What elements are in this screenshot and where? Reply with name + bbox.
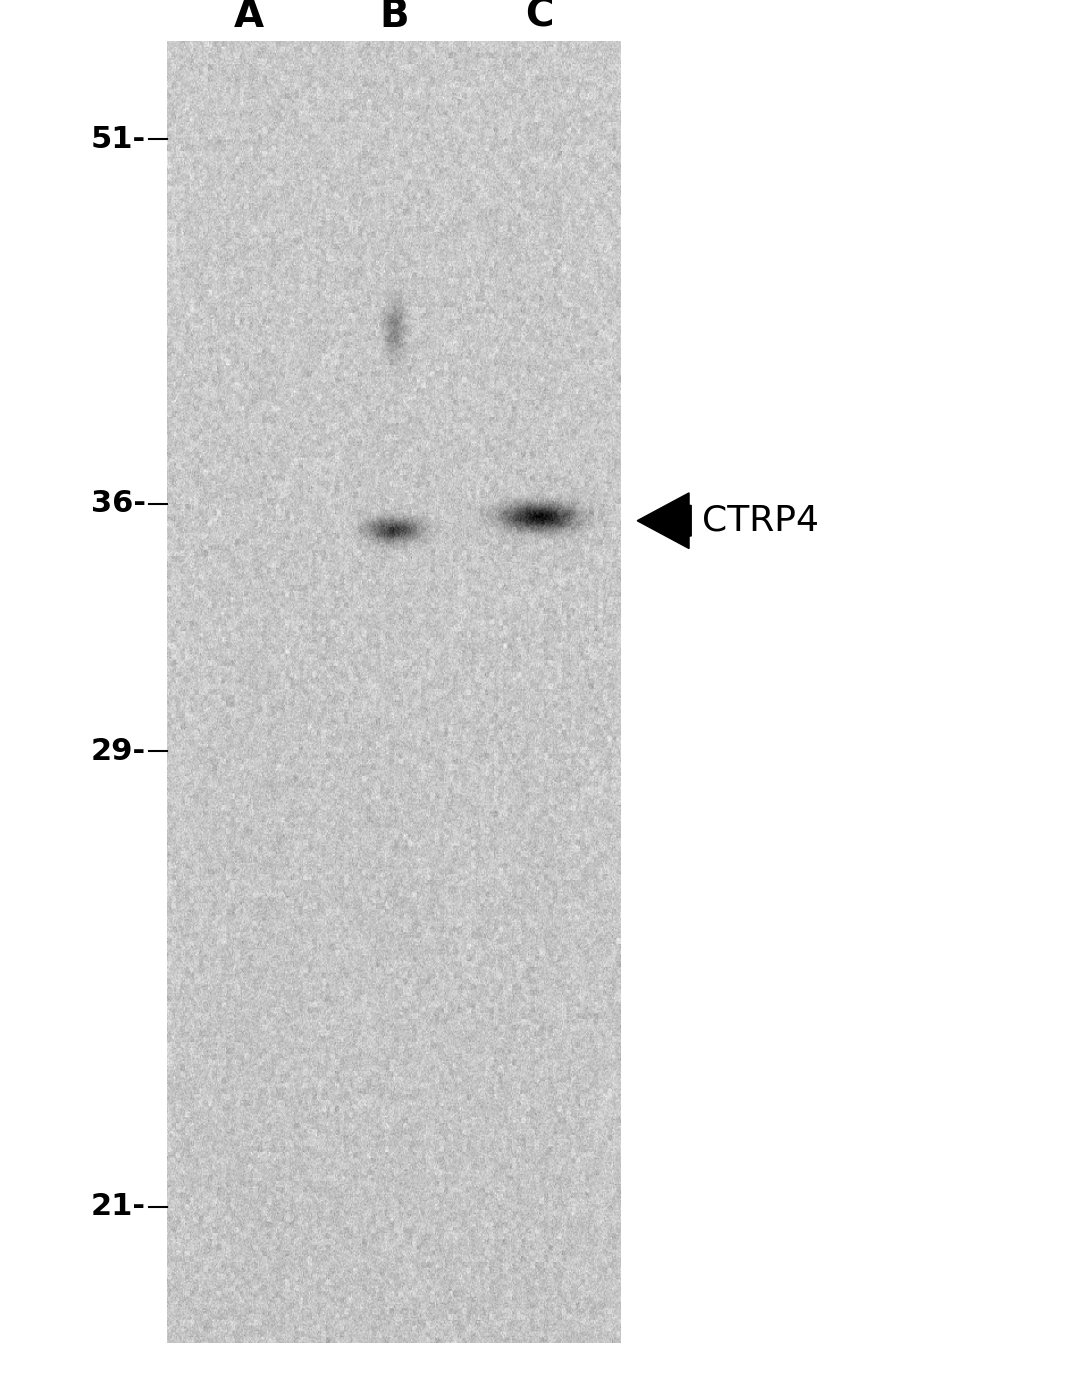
Text: 29-: 29- (91, 736, 146, 766)
Text: B: B (379, 0, 409, 35)
Text: A: A (234, 0, 265, 35)
Text: C: C (525, 0, 554, 35)
Text: CTRP4: CTRP4 (702, 504, 819, 537)
Text: 36-: 36- (91, 490, 146, 518)
FancyArrow shape (637, 493, 691, 548)
Text: 21-: 21- (91, 1192, 146, 1221)
Text: 51-: 51- (91, 125, 146, 155)
